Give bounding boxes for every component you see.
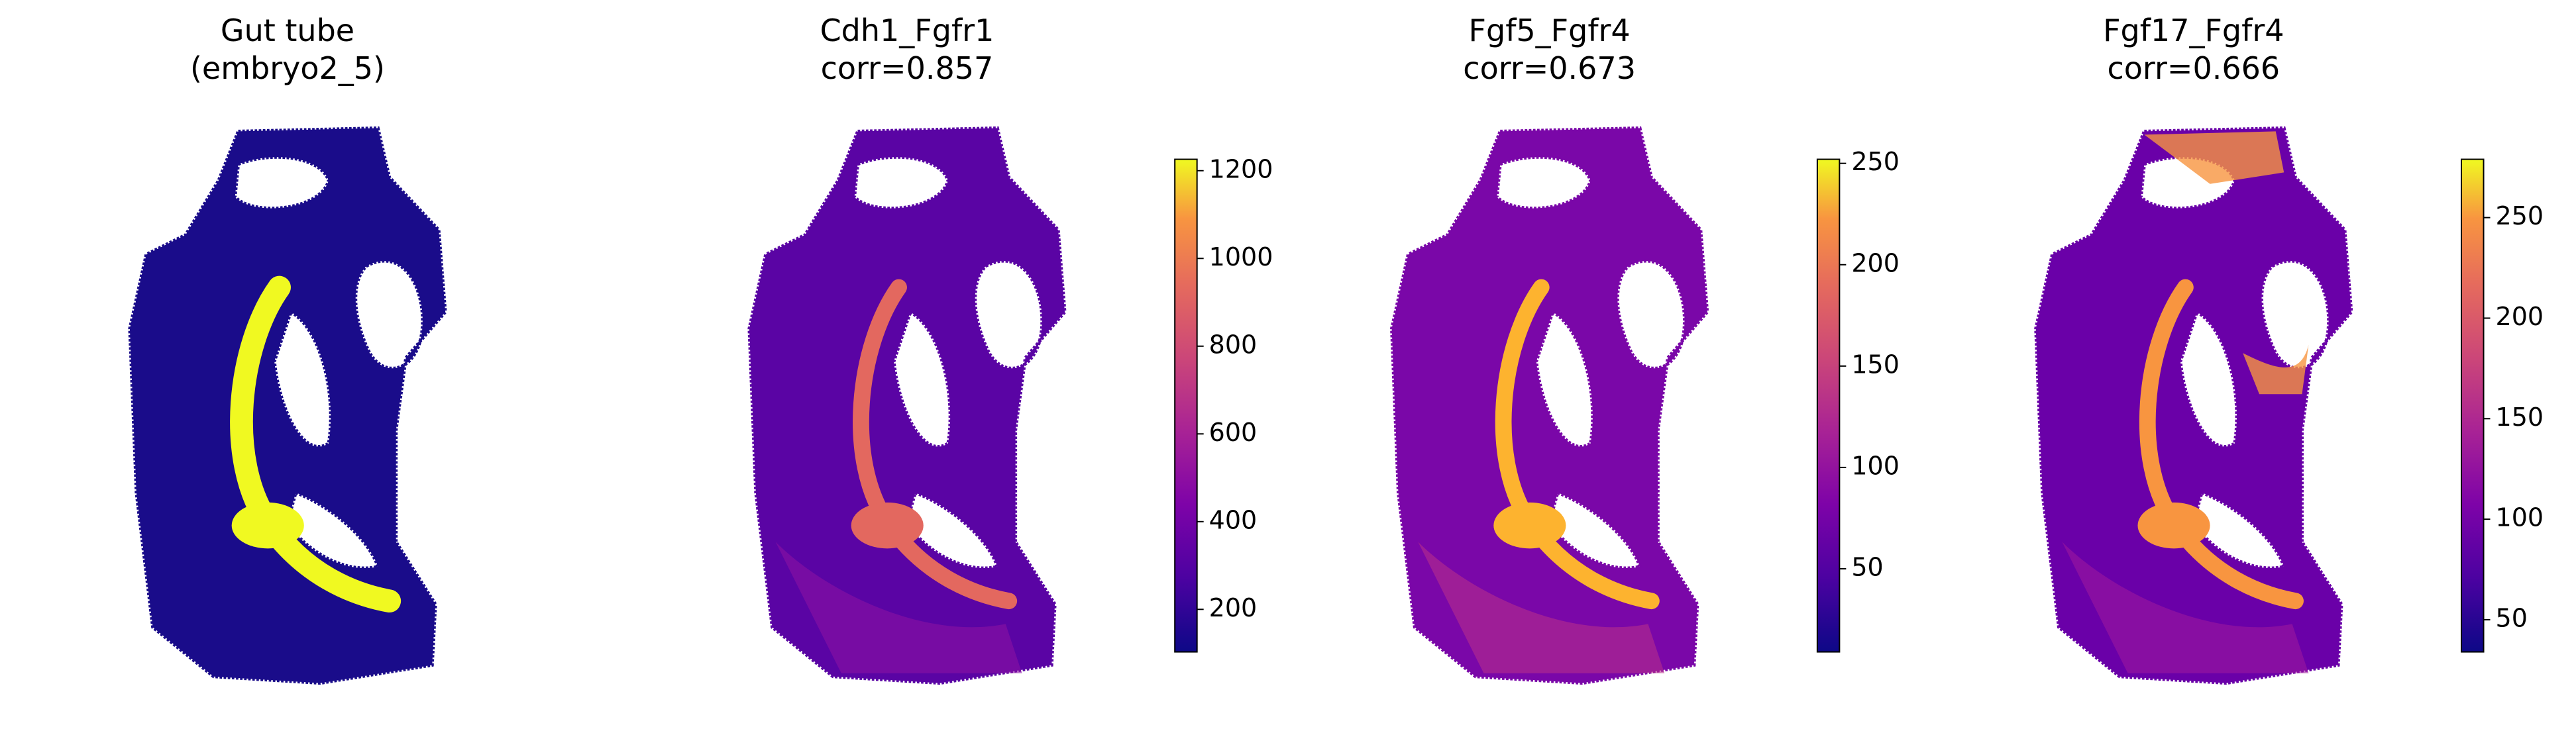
tissue-plot	[1390, 126, 1709, 685]
colorbar-tick-label: 50	[2496, 603, 2528, 632]
panel-title: Fgf17_Fgfr4	[2103, 13, 2284, 48]
gut-tube	[231, 502, 304, 549]
colorbar	[1174, 158, 1198, 653]
gut-tube	[851, 502, 924, 549]
colorbar-tick-label: 100	[2496, 503, 2544, 532]
colorbar-tick-label: 200	[2496, 302, 2544, 331]
colorbar-tick-label: 200	[1851, 248, 1900, 277]
panel: Gut tube(embryo2_5)	[128, 13, 447, 685]
colorbar-tick-label: 1000	[1209, 242, 1273, 271]
tissue-spots	[128, 126, 447, 685]
gut-tube	[2137, 502, 2210, 549]
panel-subtitle: (embryo2_5)	[190, 50, 385, 86]
tissue-region	[1418, 542, 1665, 673]
colorbar-tick-label: 200	[1209, 593, 1258, 622]
tissue-plot	[2034, 126, 2353, 685]
colorbar-tick-label: 600	[1209, 418, 1258, 447]
colorbar-tick-label: 150	[1851, 350, 1900, 379]
colorbar-tick-label: 400	[1209, 505, 1258, 534]
colorbar-tick-label: 250	[2496, 201, 2544, 230]
tissue-spots	[747, 126, 1067, 685]
colorbar-tick-label: 100	[1851, 451, 1900, 480]
colorbar-tick-label: 800	[1209, 330, 1258, 359]
tissue-plot	[747, 126, 1067, 685]
gut-tube	[1493, 502, 1566, 549]
tissue-spots	[2034, 126, 2353, 685]
tissue-region	[2062, 542, 2309, 673]
colorbar-tick-label: 250	[1851, 147, 1900, 176]
colorbar-tick-label: 1200	[1209, 154, 1273, 183]
tissue-plot	[128, 126, 447, 685]
colorbar	[1816, 158, 1841, 653]
panel-title: Fgf5_Fgfr4	[1469, 13, 1631, 48]
tissue-spots	[1390, 126, 1709, 685]
panel-subtitle: corr=0.673	[1463, 50, 1636, 86]
colorbar	[2461, 158, 2485, 653]
panel-title: Cdh1_Fgfr1	[820, 13, 994, 48]
colorbar-tick-label: 50	[1851, 553, 1883, 582]
panel-title: Gut tube	[221, 13, 354, 48]
colorbar-tick-label: 150	[2496, 403, 2544, 432]
panel-subtitle: corr=0.857	[821, 50, 994, 86]
tissue-region	[775, 542, 1022, 673]
tissue-region	[2144, 131, 2309, 395]
panel-subtitle: corr=0.666	[2107, 50, 2280, 86]
